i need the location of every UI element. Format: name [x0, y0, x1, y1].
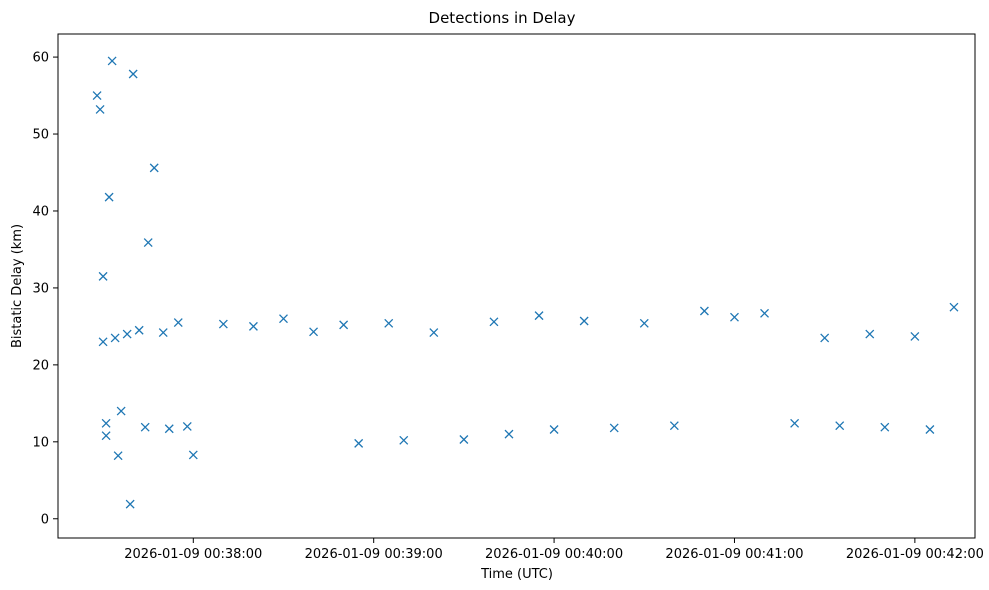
- data-point: [279, 314, 288, 324]
- data-point: [384, 318, 394, 328]
- x-tick-label: 2026-01-09 00:41:00: [665, 547, 803, 562]
- data-point: [125, 499, 135, 509]
- data-point: [579, 316, 589, 326]
- data-point: [639, 318, 649, 328]
- data-point: [164, 424, 174, 434]
- data-point: [835, 421, 845, 431]
- data-point: [865, 329, 875, 339]
- data-point: [489, 317, 499, 327]
- x-axis-label: Time (UTC): [480, 567, 553, 582]
- data-point: [459, 435, 469, 444]
- data-point: [309, 327, 319, 337]
- data-points: [92, 56, 959, 509]
- y-axis: 0 10 20 30 40 50 60: [32, 51, 58, 527]
- data-point: [98, 337, 108, 347]
- data-point: [173, 318, 183, 328]
- y-tick-label: 30: [32, 281, 49, 296]
- data-point: [504, 429, 514, 439]
- data-point: [107, 56, 117, 66]
- data-point: [609, 423, 619, 433]
- data-point: [95, 104, 105, 114]
- data-point: [354, 438, 364, 448]
- x-tick-label: 2026-01-09 00:42:00: [846, 547, 984, 562]
- data-point: [116, 406, 126, 416]
- data-point: [98, 271, 108, 281]
- data-point: [113, 451, 123, 461]
- data-point: [880, 422, 890, 432]
- y-tick-label: 0: [41, 512, 49, 527]
- x-tick-label: 2026-01-09 00:39:00: [305, 547, 443, 562]
- data-point: [248, 321, 258, 331]
- data-point: [910, 331, 920, 341]
- y-axis-label: Bistatic Delay (km): [10, 224, 25, 348]
- x-tick-label: 2026-01-09 00:38:00: [124, 547, 262, 562]
- data-point: [760, 308, 770, 318]
- data-point: [429, 328, 439, 338]
- data-point: [790, 418, 800, 428]
- data-point: [134, 325, 144, 335]
- data-point: [949, 302, 959, 312]
- data-point: [925, 425, 935, 434]
- data-point: [104, 192, 114, 202]
- plot-frame: [57, 33, 976, 539]
- y-tick-label: 20: [32, 358, 49, 373]
- data-point: [339, 320, 349, 330]
- data-point: [110, 333, 120, 343]
- data-point: [730, 312, 739, 322]
- y-tick-label: 40: [32, 204, 49, 219]
- data-point: [101, 431, 111, 441]
- y-tick-label: 50: [32, 128, 49, 143]
- data-point: [820, 333, 830, 343]
- data-point: [188, 450, 198, 460]
- chart-title: Detections in Delay: [429, 9, 576, 27]
- data-point: [92, 91, 102, 101]
- data-point: [140, 422, 150, 432]
- data-point: [128, 69, 138, 79]
- data-point: [158, 328, 168, 338]
- y-tick-label: 10: [32, 435, 49, 450]
- data-point: [149, 163, 159, 173]
- data-point: [669, 421, 679, 431]
- data-point: [143, 238, 153, 247]
- y-tick-label: 60: [32, 51, 49, 66]
- data-point: [182, 421, 192, 431]
- data-point: [699, 306, 709, 316]
- data-point: [101, 418, 111, 428]
- x-axis: 2026-01-09 00:38:00 2026-01-09 00:39:00 20…: [124, 538, 984, 562]
- data-point: [534, 311, 544, 321]
- data-point: [399, 435, 409, 445]
- data-point: [122, 329, 132, 339]
- data-point: [218, 319, 228, 329]
- x-tick-label: 2026-01-09 00:40:00: [485, 547, 623, 562]
- data-point: [549, 425, 559, 434]
